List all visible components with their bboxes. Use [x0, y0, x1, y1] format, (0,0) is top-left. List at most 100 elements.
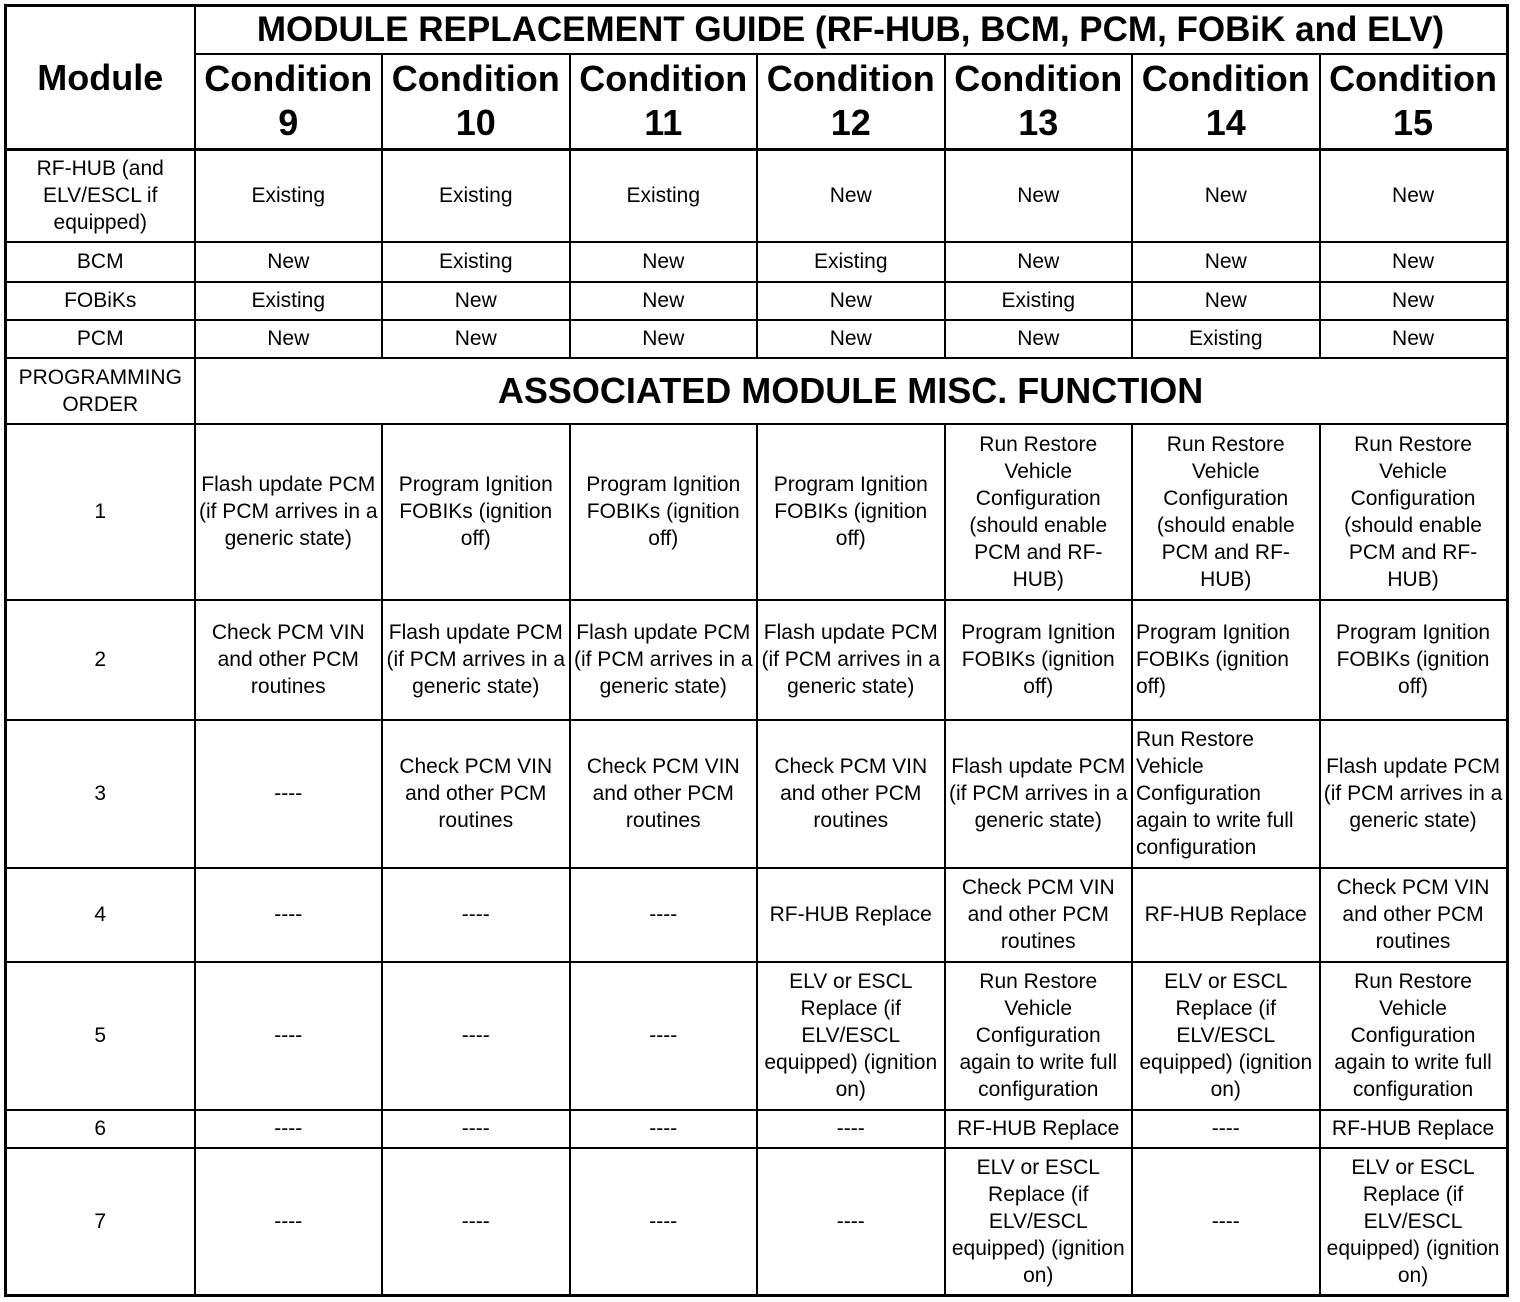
step-cell: Program Ignition FOBIKs (ignition off): [1318, 598, 1509, 721]
module-row: FOBiKs Existing New New New Existing New New: [4, 280, 1509, 321]
step-cell: ELV or ESCL Replace (if ELV/ESCL equippe…: [1318, 1146, 1509, 1297]
step-cell: ----: [568, 1146, 758, 1297]
module-status-cell: New: [568, 318, 758, 359]
module-status-cell: New: [1318, 148, 1509, 243]
step-order: 2: [4, 598, 196, 721]
module-status-cell: New: [1318, 318, 1509, 359]
step-order: 3: [4, 718, 196, 869]
condition-header: Condition 15: [1318, 52, 1509, 151]
module-name: RF-HUB (and ELV/ESCL if equipped): [4, 148, 196, 243]
condition-header: Condition 14: [1131, 52, 1321, 151]
module-replacement-table: Module MODULE REPLACEMENT GUIDE (RF-HUB, …: [4, 4, 1509, 1297]
step-cell: ----: [193, 960, 383, 1111]
step-cell: ----: [756, 1146, 946, 1297]
module-name: FOBiKs: [4, 280, 196, 321]
step-cell: ----: [193, 866, 383, 963]
step-cell: ----: [381, 960, 571, 1111]
step-cell: ----: [1131, 1108, 1321, 1149]
module-name: BCM: [4, 240, 196, 283]
step-cell: Flash update PCM (if PCM arrives in a ge…: [193, 422, 383, 601]
module-column-header: Module: [4, 4, 196, 151]
module-status-cell: New: [943, 240, 1133, 283]
step-cell: ----: [1131, 1146, 1321, 1297]
step-cell: Run Restore Vehicle Configuration again …: [1131, 718, 1321, 869]
step-cell: Check PCM VIN and other PCM routines: [943, 866, 1133, 963]
step-cell: ----: [193, 718, 383, 869]
step-order: 6: [4, 1108, 196, 1149]
step-order: 7: [4, 1146, 196, 1297]
module-status-cell: Existing: [1131, 318, 1321, 359]
step-cell: Flash update PCM (if PCM arrives in a ge…: [381, 598, 571, 721]
step-row: 6 ---- ---- ---- ---- RF-HUB Replace ---- RF-HU…: [4, 1108, 1509, 1149]
module-status-cell: Existing: [381, 240, 571, 283]
step-order: 1: [4, 422, 196, 601]
module-status-cell: New: [756, 148, 946, 243]
step-cell: Check PCM VIN and other PCM routines: [568, 718, 758, 869]
title-row: Module MODULE REPLACEMENT GUIDE (RF-HUB, …: [4, 4, 1509, 151]
step-row: 2 Check PCM VIN and other PCM routines Fla…: [4, 598, 1509, 721]
step-cell: RF-HUB Replace: [1318, 1108, 1509, 1149]
step-cell: RF-HUB Replace: [756, 866, 946, 963]
module-status-cell: New: [193, 318, 383, 359]
step-cell: RF-HUB Replace: [943, 1108, 1133, 1149]
module-status-cell: Existing: [756, 240, 946, 283]
step-cell: ----: [381, 1108, 571, 1149]
step-cell: Check PCM VIN and other PCM routines: [193, 598, 383, 721]
step-cell: ----: [568, 960, 758, 1111]
module-status-cell: New: [568, 240, 758, 283]
module-status-cell: Existing: [381, 148, 571, 243]
step-cell: Run Restore Vehicle Configuration again …: [1318, 960, 1509, 1111]
module-status-cell: New: [1131, 280, 1321, 321]
module-status-cell: New: [1318, 240, 1509, 283]
step-cell: Program Ignition FOBIKs (ignition off): [756, 422, 946, 601]
step-cell: Run Restore Vehicle Configuration (shoul…: [943, 422, 1133, 601]
step-cell: Check PCM VIN and other PCM routines: [1318, 866, 1509, 963]
step-cell: ELV or ESCL Replace (if ELV/ESCL equippe…: [943, 1146, 1133, 1297]
step-cell: Run Restore Vehicle Configuration (shoul…: [1131, 422, 1321, 601]
step-cell: ----: [381, 1146, 571, 1297]
module-row: BCM New Existing New Existing New New New: [4, 240, 1509, 283]
module-status-cell: New: [943, 318, 1133, 359]
step-cell: Flash update PCM (if PCM arrives in a ge…: [943, 718, 1133, 869]
step-cell: Flash update PCM (if PCM arrives in a ge…: [568, 598, 758, 721]
step-order: 5: [4, 960, 196, 1111]
condition-header: Condition 13: [943, 52, 1133, 151]
step-cell: ----: [193, 1108, 383, 1149]
step-row: 7 ---- ---- ---- ---- ELV or ESCL Replace (if…: [4, 1146, 1509, 1297]
condition-header: Condition 12: [756, 52, 946, 151]
step-row: 5 ---- ---- ---- ELV or ESCL Replace (if ELV…: [4, 960, 1509, 1111]
step-cell: Program Ignition FOBIKs (ignition off): [381, 422, 571, 601]
module-status-cell: New: [943, 148, 1133, 243]
step-cell: ----: [381, 866, 571, 963]
step-cell: Run Restore Vehicle Configuration (shoul…: [1318, 422, 1509, 601]
conditions-row: Condition 9 Condition 10 Condition 11 Condi…: [6, 52, 1509, 151]
step-cell: Program Ignition FOBIKs (ignition off): [943, 598, 1133, 721]
step-cell: ----: [568, 866, 758, 963]
module-status-cell: New: [756, 318, 946, 359]
step-cell: ----: [756, 1108, 946, 1149]
module-status-cell: New: [1131, 240, 1321, 283]
module-row: PCM New New New New New Existing New: [4, 318, 1509, 359]
module-status-cell: Existing: [193, 148, 383, 243]
module-status-cell: New: [381, 318, 571, 359]
module-status-cell: Existing: [943, 280, 1133, 321]
step-cell: Program Ignition FOBIKs (ignition off): [1131, 598, 1321, 721]
module-status-cell: New: [193, 240, 383, 283]
condition-header: Condition 10: [381, 52, 571, 151]
step-cell: ----: [193, 1146, 383, 1297]
step-cell: Run Restore Vehicle Configuration again …: [943, 960, 1133, 1111]
step-cell: Flash update PCM (if PCM arrives in a ge…: [756, 598, 946, 721]
step-order: 4: [4, 866, 196, 963]
condition-header: Condition 11: [568, 52, 758, 151]
module-status-cell: New: [756, 280, 946, 321]
step-row: 4 ---- ---- ---- RF-HUB Replace Check PCM VIN…: [4, 866, 1509, 963]
module-status-cell: Existing: [193, 280, 383, 321]
step-row: 3 ---- Check PCM VIN and other PCM routine…: [4, 718, 1509, 869]
step-cell: Flash update PCM (if PCM arrives in a ge…: [1318, 718, 1509, 869]
step-cell: ELV or ESCL Replace (if ELV/ESCL equippe…: [1131, 960, 1321, 1111]
step-cell: ELV or ESCL Replace (if ELV/ESCL equippe…: [756, 960, 946, 1111]
module-status-cell: New: [1131, 148, 1321, 243]
module-status-cell: New: [568, 280, 758, 321]
table-title: MODULE REPLACEMENT GUIDE (RF-HUB, BCM, P…: [193, 4, 1509, 55]
step-cell: Check PCM VIN and other PCM routines: [756, 718, 946, 869]
